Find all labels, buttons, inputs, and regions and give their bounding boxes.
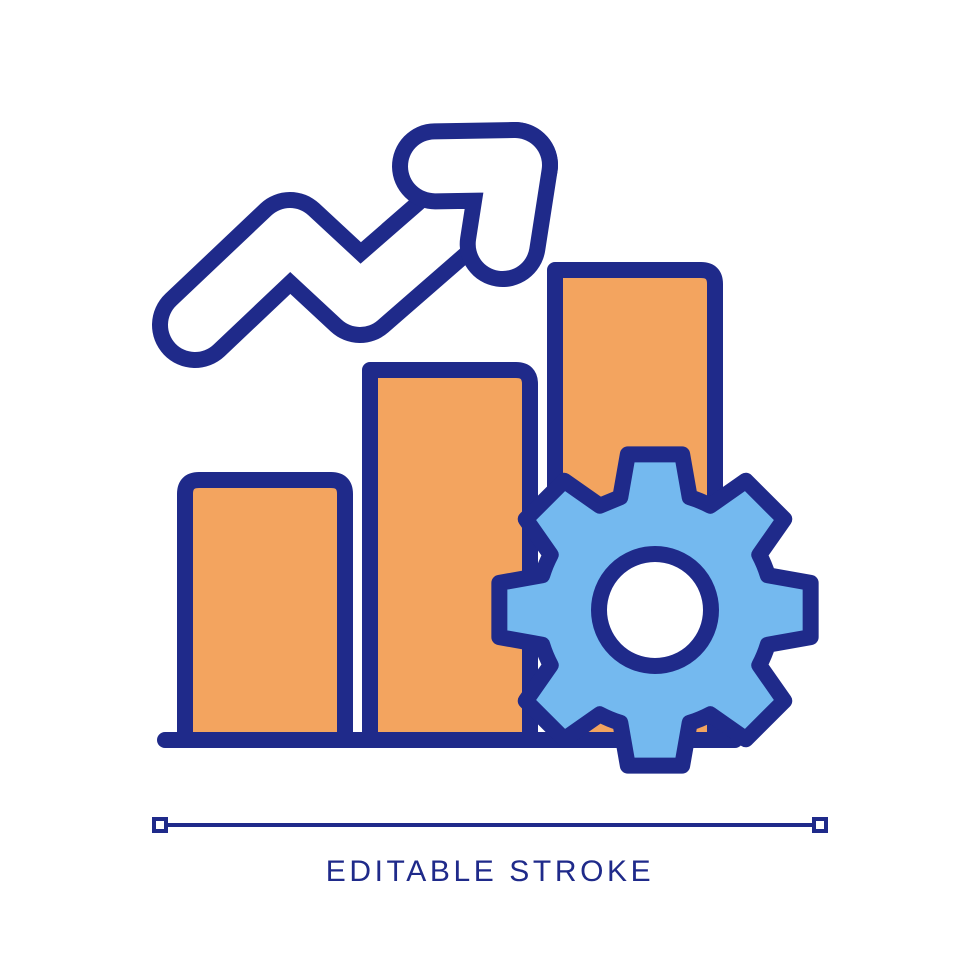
caption-label: EDITABLE STROKE xyxy=(0,855,980,889)
growth-analytics-icon xyxy=(0,0,980,980)
stroke-width-handle[interactable] xyxy=(154,819,826,831)
gear-icon xyxy=(499,454,810,765)
icon-canvas: EDITABLE STROKE xyxy=(0,0,980,980)
